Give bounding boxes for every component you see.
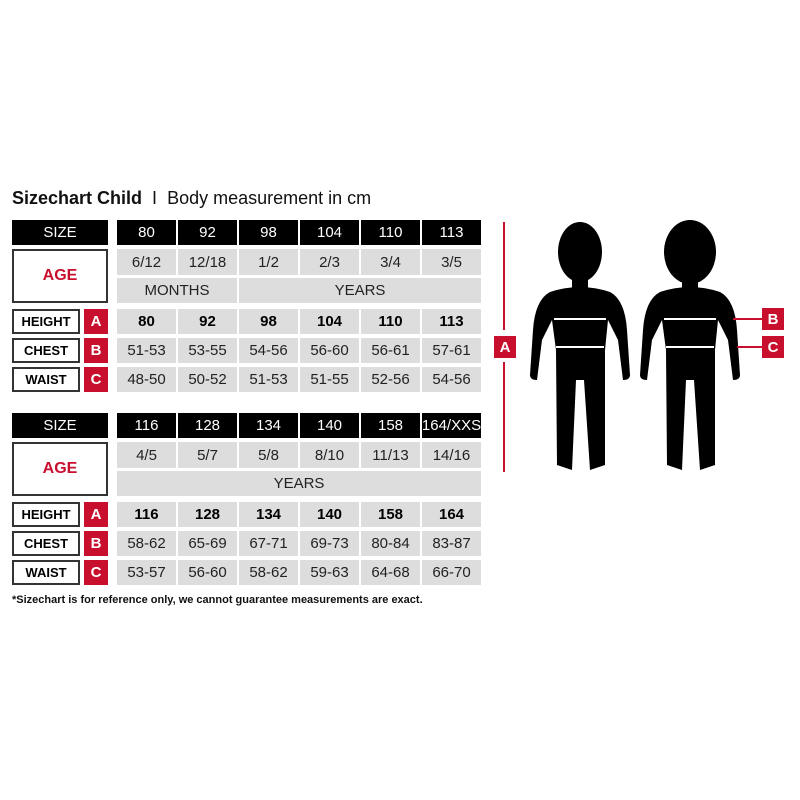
chest-cell: 83-87 [422, 531, 481, 556]
chest-label: CHEST [12, 338, 80, 363]
height-cell: 140 [300, 502, 359, 527]
size-label: SIZE [12, 413, 108, 438]
size-cell: 134 [239, 413, 298, 438]
height-cell: 92 [178, 309, 237, 334]
chest-cell: 51-53 [117, 338, 176, 363]
height-cell: 128 [178, 502, 237, 527]
waist-cell: 59-63 [300, 560, 359, 585]
waist-cell: 51-53 [239, 367, 298, 392]
age-label: AGE [12, 249, 108, 303]
age-label: AGE [12, 442, 108, 496]
chest-label: CHEST [12, 531, 80, 556]
waist-cell: 64-68 [361, 560, 420, 585]
girl-silhouette [640, 220, 740, 470]
chest-cell: 69-73 [300, 531, 359, 556]
age-unit-cell: YEARS [239, 278, 481, 303]
age-cell: 2/3 [300, 249, 359, 275]
chest-letter: B [84, 531, 108, 556]
age-cell: 5/7 [178, 442, 237, 468]
height-letter: A [84, 502, 108, 527]
chest-cell: 65-69 [178, 531, 237, 556]
measure-lines [554, 318, 716, 348]
age-cell: 5/8 [239, 442, 298, 468]
waist-label: WAIST [12, 367, 80, 392]
waist-letter: C [84, 367, 108, 392]
age-cell: 8/10 [300, 442, 359, 468]
waist-cell: 51-55 [300, 367, 359, 392]
waist-cell: 52-56 [361, 367, 420, 392]
size-cell: 158 [361, 413, 420, 438]
page-title: Sizechart Child I Body measurement in cm [12, 188, 372, 208]
age-cell: 3/5 [422, 249, 481, 275]
age-cell: 3/4 [361, 249, 420, 275]
age-cell: 11/13 [361, 442, 420, 468]
age-cell: 6/12 [117, 249, 176, 275]
height-cell: 110 [361, 309, 420, 334]
height-cell: 134 [239, 502, 298, 527]
size-cell: 80 [117, 220, 176, 245]
height-cell: 104 [300, 309, 359, 334]
size-cell: 92 [178, 220, 237, 245]
chest-cell: 53-55 [178, 338, 237, 363]
waist-cell: 56-60 [178, 560, 237, 585]
height-letter: A [84, 309, 108, 334]
age-cell: 4/5 [117, 442, 176, 468]
size-cell: 98 [239, 220, 298, 245]
chest-cell: 67-71 [239, 531, 298, 556]
size-cell: 104 [300, 220, 359, 245]
age-unit-cell: YEARS [117, 471, 481, 496]
height-label: HEIGHT [12, 309, 80, 334]
waist-cell: 58-62 [239, 560, 298, 585]
waist-cell: 50-52 [178, 367, 237, 392]
chest-cell: 54-56 [239, 338, 298, 363]
footnote: *Sizechart is for reference only, we can… [12, 594, 423, 606]
waist-cell: 53-57 [117, 560, 176, 585]
chest-cell: 58-62 [117, 531, 176, 556]
waist-cell: 66-70 [422, 560, 481, 585]
height-label: HEIGHT [12, 502, 80, 527]
size-cell: 140 [300, 413, 359, 438]
waist-cell: 54-56 [422, 367, 481, 392]
chest-cell: 56-61 [361, 338, 420, 363]
boy-silhouette [530, 222, 630, 470]
waist-label: WAIST [12, 560, 80, 585]
height-cell: 113 [422, 309, 481, 334]
body-figures [503, 220, 762, 472]
size-cell: 113 [422, 220, 481, 245]
age-cell: 14/16 [422, 442, 481, 468]
chest-letter: B [84, 338, 108, 363]
height-cell: 116 [117, 502, 176, 527]
waist-cell: 48-50 [117, 367, 176, 392]
size-label: SIZE [12, 220, 108, 245]
figure-label-c: C [762, 336, 784, 358]
size-cell: 116 [117, 413, 176, 438]
age-cell: 1/2 [239, 249, 298, 275]
size-cell: 164/XXS [422, 413, 481, 438]
age-cell: 12/18 [178, 249, 237, 275]
height-cell: 98 [239, 309, 298, 334]
chest-cell: 57-61 [422, 338, 481, 363]
size-cell: 110 [361, 220, 420, 245]
size-cell: 128 [178, 413, 237, 438]
figure-label-a: A [494, 336, 516, 358]
waist-letter: C [84, 560, 108, 585]
chest-cell: 56-60 [300, 338, 359, 363]
age-unit-cell: MONTHS [117, 278, 237, 303]
height-cell: 164 [422, 502, 481, 527]
chest-cell: 80-84 [361, 531, 420, 556]
figure-label-b: B [762, 308, 784, 330]
height-cell: 80 [117, 309, 176, 334]
height-cell: 158 [361, 502, 420, 527]
